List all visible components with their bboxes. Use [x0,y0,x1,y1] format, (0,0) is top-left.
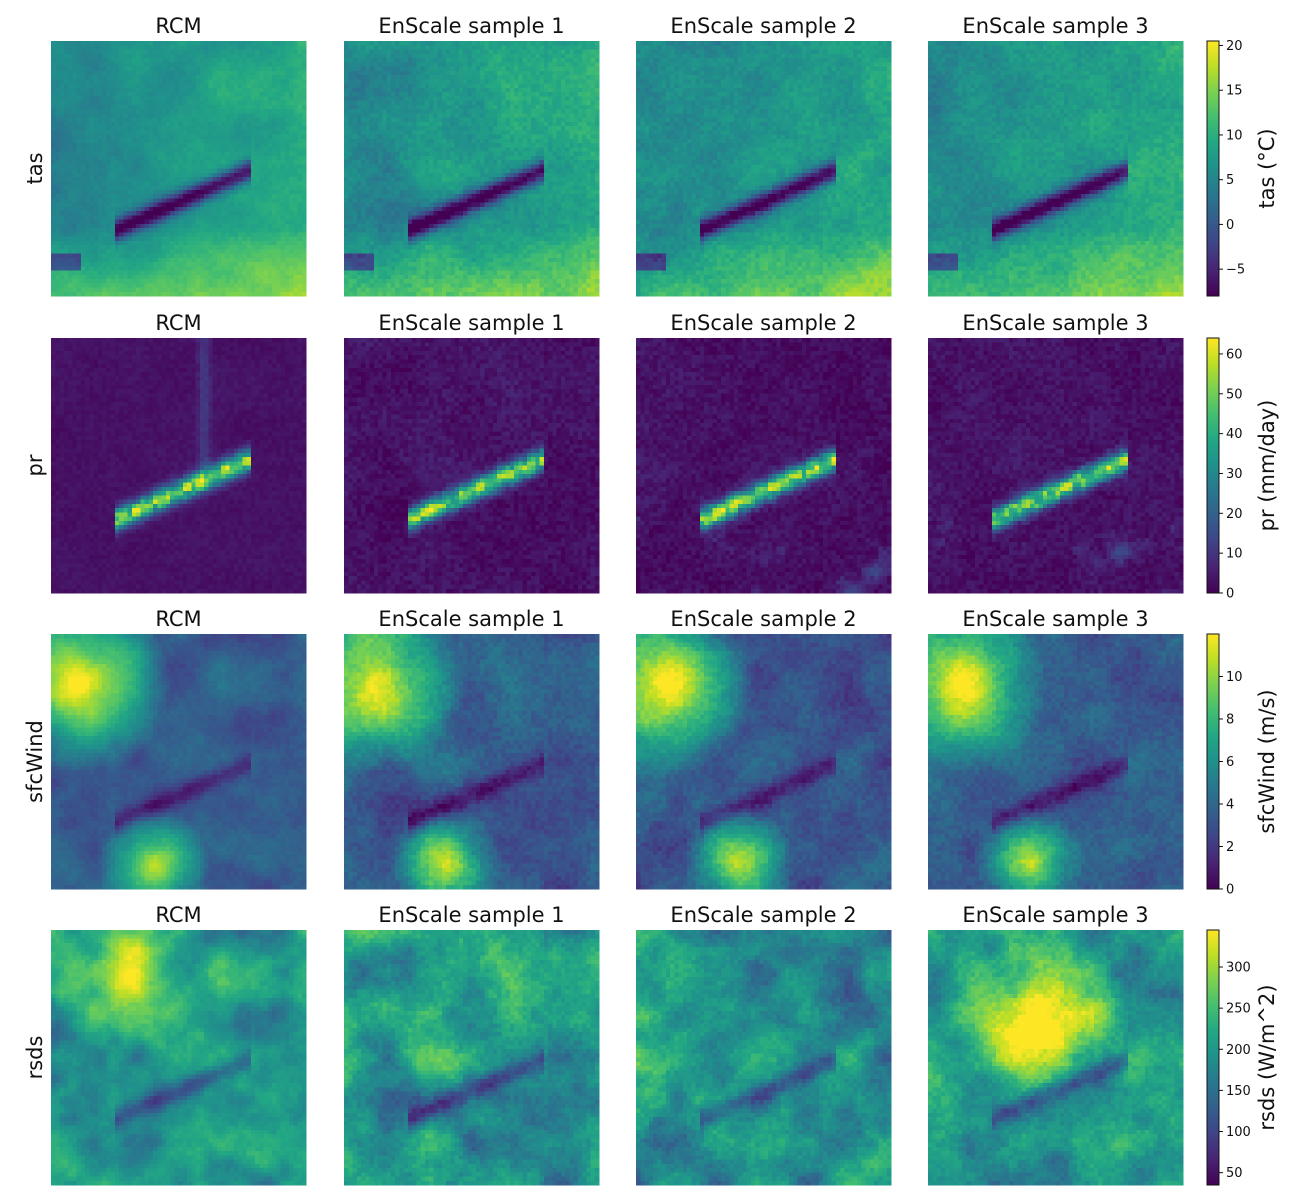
panel-title: EnScale sample 2 [670,903,856,927]
row-label-pr: pr [23,454,47,476]
heatmap-panel: EnScale sample 1 [344,14,599,296]
panel-title: RCM [155,607,201,631]
heatmap-panel: EnScale sample 1 [344,607,599,889]
heatmap-cells [928,930,1183,1185]
colorbar-tick-label: 0 [1226,587,1234,602]
heatmap-cells [928,41,1183,296]
heatmap-panel: EnScale sample 3 [928,903,1183,1185]
panel-title: EnScale sample 3 [962,903,1148,927]
heatmap-cells [51,930,306,1185]
row-label-tas: tas [23,152,47,184]
colorbar-label-rsds: rsds (W/m^2) [1255,984,1279,1130]
colorbar-tick-label: 15 [1226,84,1243,99]
panel-title: EnScale sample 1 [378,607,564,631]
colorbar-tick-label: 10 [1226,128,1243,143]
panel-title: EnScale sample 2 [670,607,856,631]
colorbar-tick-label: 50 [1226,387,1243,402]
colorbar-tick-label: 2 [1226,840,1234,855]
colorbar-label-pr: pr (mm/day) [1255,400,1279,532]
colorbar-tick-label: 300 [1226,961,1251,976]
heatmap-cells [928,338,1183,593]
colorbar-scale [1207,930,1219,1185]
panel-title: EnScale sample 3 [962,14,1148,38]
colorbar-tick-label: 20 [1226,39,1243,54]
heatmap-panel: RCM [51,607,306,889]
colorbar-scale [1207,41,1219,296]
heatmap-panel: EnScale sample 3 [928,14,1183,296]
heatmap-cells [51,338,306,593]
heatmap-panel: EnScale sample 3 [928,311,1183,593]
colorbar-tick-label: 60 [1226,347,1243,362]
colorbar-scale [1207,338,1219,593]
colorbar-tick-label: 150 [1226,1084,1251,1099]
colorbar-pr: 0 10 20 30 40 50 60 pr (mm/day) [1207,338,1279,602]
heatmap-cells [636,338,891,593]
colorbar-scale [1207,634,1219,889]
heatmap-cells [636,634,891,889]
colorbar-tick-label: 4 [1226,798,1234,813]
colorbar-tick-label: 10 [1226,547,1243,562]
panel-title: EnScale sample 2 [670,311,856,335]
heatmap-panel: EnScale sample 2 [636,14,891,296]
heatmap-cells [636,41,891,296]
colorbar-sfcWind: 0 2 4 6 8 10 sfcWind (m/s) [1207,634,1279,898]
colorbar-tick-label: 200 [1226,1043,1251,1058]
colorbar-tick-label: 50 [1226,1166,1243,1181]
colorbar-tick-label: 6 [1226,755,1234,770]
colorbar-tas: −5 0 5 10 15 20 tas (°C) [1207,39,1279,296]
colorbar-tick-label: 10 [1226,670,1243,685]
panel-title: RCM [155,311,201,335]
panel-title: RCM [155,14,201,38]
heatmap-cells [344,634,599,889]
heatmap-panel: EnScale sample 2 [636,607,891,889]
heatmap-panel: EnScale sample 3 [928,607,1183,889]
panel-title: EnScale sample 3 [962,607,1148,631]
heatmap-panel: RCM [51,903,306,1185]
colorbar-tick-label: 0 [1226,883,1234,898]
heatmap-panel: EnScale sample 1 [344,311,599,593]
heatmap-panel: EnScale sample 2 [636,903,891,1185]
panel-title: EnScale sample 2 [670,14,856,38]
colorbar-tick-label: −5 [1226,263,1245,278]
heatmap-panel: RCM [51,14,306,296]
colorbar-tick-label: 30 [1226,467,1243,482]
colorbar-tick-label: 5 [1226,173,1234,188]
colorbar-tick-label: 20 [1226,507,1243,522]
colorbar-label-tas: tas (°C) [1255,128,1279,208]
heatmap-panel: EnScale sample 2 [636,311,891,593]
heatmap-panel: EnScale sample 1 [344,903,599,1185]
heatmap-cells [928,634,1183,889]
panel-title: RCM [155,903,201,927]
colorbar-tick-label: 0 [1226,218,1234,233]
heatmap-cells [344,41,599,296]
heatmap-cells [344,930,599,1185]
colorbar-tick-label: 40 [1226,427,1243,442]
row-label-rsds: rsds [23,1036,47,1080]
colorbar-tick-label: 8 [1226,713,1234,728]
colorbar-rsds: 50 100 150 200 250 300 rsds (W/m^2) [1207,930,1279,1185]
heatmap-cells [51,634,306,889]
colorbar-tick-label: 100 [1226,1125,1251,1140]
panel-title: EnScale sample 1 [378,311,564,335]
panel-title: EnScale sample 1 [378,903,564,927]
panel-title: EnScale sample 3 [962,311,1148,335]
heatmap-cells [636,930,891,1185]
panel-grid: tas RCM EnScale sample 1 EnScale sample 2 En… [23,14,1183,1185]
row-label-sfcWind: sfcWind [23,720,47,803]
colorbar-label-sfcWind: sfcWind (m/s) [1255,689,1279,833]
heatmap-cells [51,41,306,296]
heatmap-cells [344,338,599,593]
panel-title: EnScale sample 1 [378,14,564,38]
heatmap-panel: RCM [51,311,306,593]
colorbar-tick-label: 250 [1226,1002,1251,1017]
